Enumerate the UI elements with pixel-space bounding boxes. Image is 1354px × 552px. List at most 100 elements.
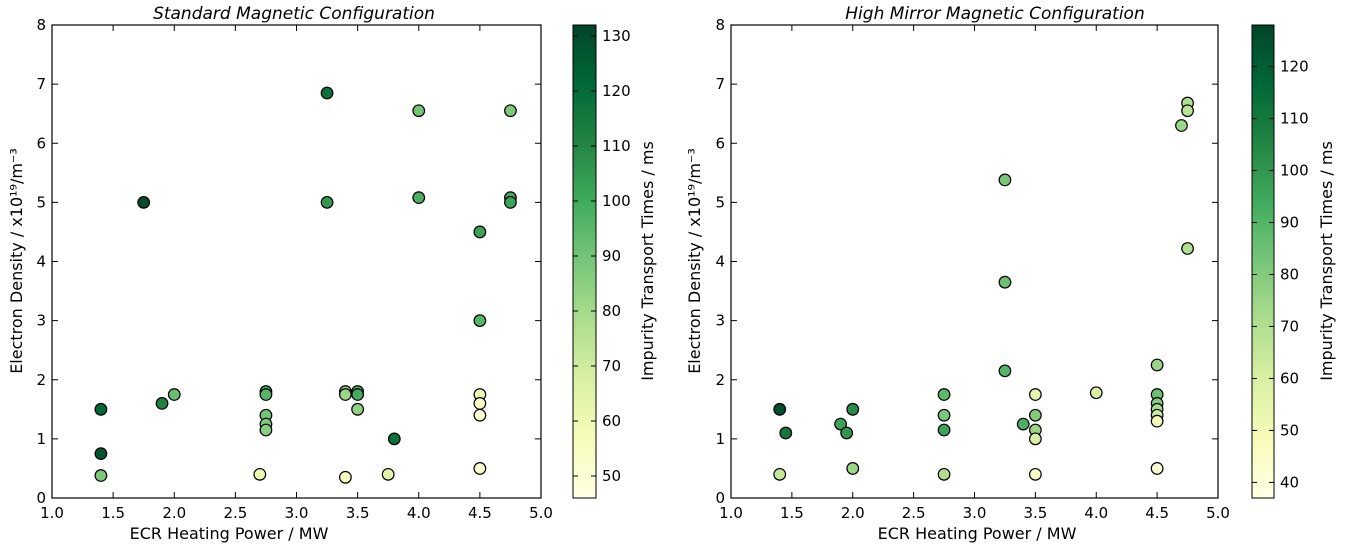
data-point (937, 408, 951, 422)
panel-standard: Standard Magnetic Configuration 1.0 1.5 2.… (7, 4, 657, 543)
x-tick-label: 3.5 (1023, 504, 1047, 522)
data-point (320, 195, 334, 209)
data-point (937, 467, 951, 481)
y-tick-label: 0 (36, 489, 46, 507)
data-point (1028, 432, 1042, 446)
data-point (339, 388, 352, 401)
colorbar-tick-label: 60 (602, 412, 621, 430)
data-point (1089, 386, 1103, 400)
x-tick-label: 1.0 (719, 504, 743, 522)
x-tick-label: 3.0 (285, 504, 309, 522)
data-point (998, 275, 1012, 289)
colorbar-tick-label: 50 (602, 467, 621, 485)
data-point (473, 408, 487, 422)
plot-frame (51, 24, 542, 499)
colorbar-tick-label: 90 (1280, 214, 1299, 232)
colorbar-tick-layer: 50 60 70 80 90 100 110 120 130 (573, 27, 631, 485)
colorbar (572, 24, 597, 499)
data-point (253, 467, 267, 481)
data-point (387, 432, 401, 446)
x-tick-label: 1.5 (101, 504, 125, 522)
data-point (473, 314, 487, 328)
x-tick-label: 4.0 (407, 504, 431, 522)
y-tick-label: 8 (715, 16, 725, 34)
data-point (339, 470, 352, 484)
data-point (1016, 417, 1030, 431)
colorbar-tick-label: 60 (1280, 369, 1299, 387)
y-tick-label: 6 (36, 134, 46, 152)
y-tick-label: 7 (36, 75, 46, 93)
x-axis-label: ECR Heating Power / MW (130, 524, 329, 543)
data-point (259, 423, 273, 437)
colorbar-tick-label: 100 (1280, 162, 1309, 180)
colorbar-tick-label: 70 (1280, 317, 1299, 335)
x-tick-label: 2.5 (223, 504, 247, 522)
chart-title: High Mirror Magnetic Configuration (845, 4, 1144, 24)
colorbar-tick-label: 70 (602, 357, 621, 375)
data-point (937, 423, 951, 437)
x-tick-label: 1.0 (40, 504, 64, 522)
data-point (1150, 358, 1164, 372)
colorbar-tick-label: 40 (1280, 473, 1299, 491)
colorbar (1251, 24, 1275, 499)
data-point (937, 388, 951, 401)
colorbar-tick-label: 110 (602, 137, 631, 155)
y-tick-label: 3 (36, 312, 46, 330)
y-tick-label: 5 (36, 193, 46, 211)
data-point (773, 402, 787, 416)
data-point (1150, 414, 1164, 428)
data-point (1028, 388, 1042, 401)
x-tick-label: 2.5 (902, 504, 926, 522)
y-tick-label: 2 (715, 371, 725, 389)
data-point (504, 195, 517, 209)
data-point (473, 225, 487, 239)
colorbar-tick-label: 80 (602, 302, 621, 320)
colorbar-label: Impurity Transport Times / ms (1317, 141, 1336, 381)
colorbar-tick-label: 130 (602, 27, 631, 45)
colorbar-tick-label: 110 (1280, 110, 1309, 128)
y-axis-label: Electron Density / x10¹⁹/m⁻³ (7, 148, 26, 374)
data-point (155, 397, 169, 410)
data-point (840, 426, 854, 440)
data-point (351, 388, 365, 401)
y-tick-label: 5 (715, 193, 725, 211)
data-point (779, 426, 793, 440)
data-point (412, 104, 426, 118)
data-point (998, 173, 1012, 187)
point-layer (773, 96, 1194, 481)
colorbar-tick-label: 100 (602, 192, 631, 210)
x-tick-label: 5.0 (529, 504, 553, 522)
x-tick-label: 4.0 (1084, 504, 1108, 522)
x-tick-label: 2.0 (841, 504, 865, 522)
colorbar-tick-layer: 40 50 60 70 80 90 100 110 120 (1252, 58, 1309, 491)
data-point (137, 195, 151, 209)
data-point (473, 397, 487, 410)
x-tick-label: 3.5 (346, 504, 370, 522)
x-tick-label: 5.0 (1206, 504, 1230, 522)
y-tick-label: 4 (36, 253, 46, 271)
data-point (94, 447, 108, 461)
point-layer (94, 86, 517, 484)
y-tick-label: 7 (715, 75, 725, 93)
data-point (998, 364, 1012, 378)
x-tick-label: 4.5 (1145, 504, 1169, 522)
y-tick-label: 0 (715, 489, 725, 507)
x-tick-label: 2.0 (162, 504, 186, 522)
chart-title: Standard Magnetic Configuration (153, 4, 435, 24)
y-tick-label: 6 (715, 134, 725, 152)
x-tick-label: 4.5 (468, 504, 492, 522)
plot-frame (730, 24, 1219, 499)
data-point (381, 467, 395, 481)
colorbar-tick-label: 80 (1280, 265, 1299, 283)
data-point (1028, 467, 1042, 481)
colorbar-tick-label: 90 (602, 247, 621, 265)
data-point (94, 402, 108, 416)
data-point (834, 417, 847, 431)
tick-layer: 1.0 1.5 2.0 2.5 3.0 3.5 4.0 4.5 5.0 0 1 2 3 4 5 6 7 8 (715, 16, 1229, 522)
data-point (351, 402, 365, 416)
y-tick-label: 8 (36, 16, 46, 34)
x-axis-label: ECR Heating Power / MW (878, 524, 1077, 543)
data-point (773, 467, 787, 481)
panel-high-mirror: High Mirror Magnetic Configuration 1.0 1.… (685, 4, 1336, 543)
